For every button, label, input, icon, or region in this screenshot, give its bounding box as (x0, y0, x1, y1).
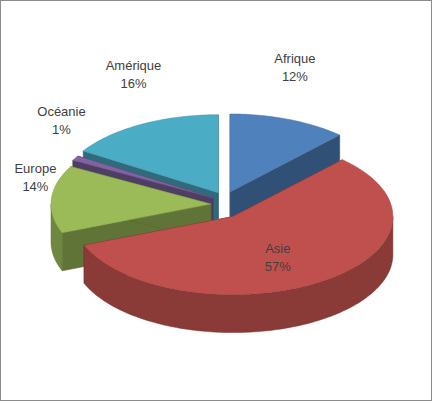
chart-container: Afrique 12% Asie 57% Europe 14% Océanie 1% Améri… (0, 0, 432, 401)
value-label: 57% (265, 259, 291, 274)
data-labels: Afrique 12% Asie 57% Europe 14% Océanie 1% Améri… (14, 51, 315, 274)
category-label: Amérique (106, 58, 162, 73)
pie-slices (51, 114, 393, 333)
chart-frame (1, 1, 432, 401)
slice-group (84, 160, 393, 333)
category-label: Océanie (37, 104, 85, 119)
category-label: Europe (14, 161, 56, 176)
value-label: 12% (282, 69, 308, 84)
value-label: 14% (22, 179, 48, 194)
category-label: Afrique (274, 51, 315, 66)
value-label: 1% (52, 122, 71, 137)
value-label: 16% (120, 76, 146, 91)
category-label: Asie (265, 241, 290, 256)
chart-svg: Afrique 12% Asie 57% Europe 14% Océanie 1% Améri… (0, 0, 432, 401)
pie-slice (51, 167, 211, 233)
pie-slice (84, 160, 393, 295)
